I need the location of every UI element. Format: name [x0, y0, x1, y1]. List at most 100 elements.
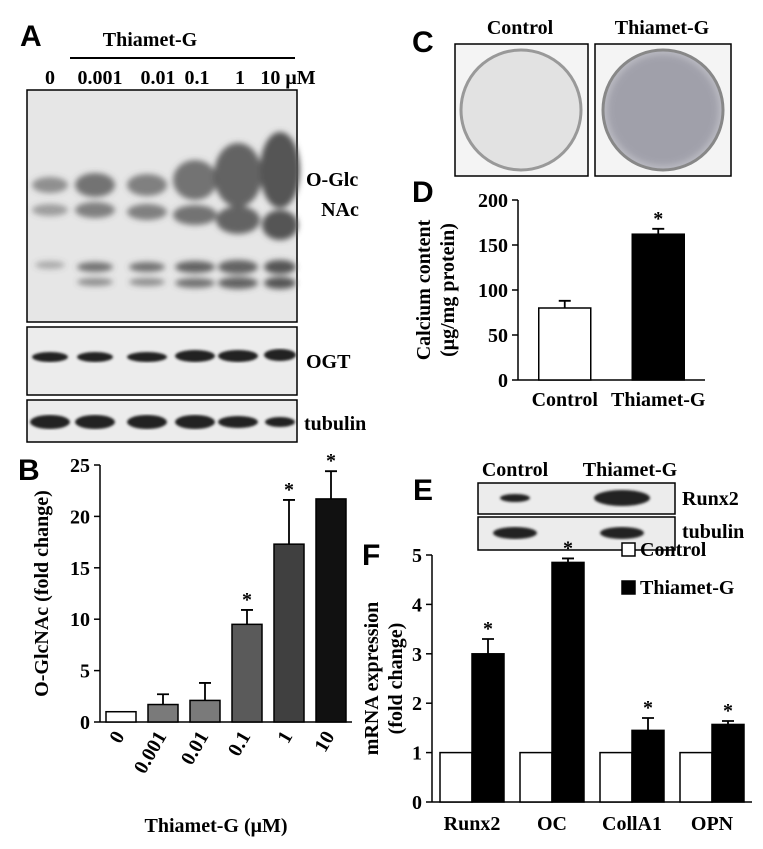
significance: * — [284, 479, 294, 501]
concentration: 0.001 — [78, 67, 123, 89]
y-tick-label: 0 — [80, 712, 90, 734]
treatment-label: Thiamet-G — [103, 29, 198, 51]
panel-letter: E — [413, 474, 433, 507]
y-tick-label: 25 — [70, 455, 90, 477]
y-tick-label: 10 — [70, 609, 90, 631]
concentration: 0 — [45, 67, 55, 89]
error-bar — [283, 499, 295, 545]
bar — [679, 751, 713, 803]
legend-swatch — [621, 542, 636, 557]
bar — [538, 307, 592, 381]
x-tick-label: 0 — [105, 728, 129, 748]
y-tick-label: 15 — [70, 558, 90, 580]
significance: * — [723, 700, 733, 722]
y-axis-label: O-GlcNAc (fold change) — [31, 490, 53, 697]
x-tick-label: Runx2 — [444, 813, 501, 835]
error-bar — [642, 717, 654, 731]
x-tick-label: 10 — [310, 728, 339, 756]
bar — [551, 561, 585, 803]
panel-letter: C — [412, 26, 434, 59]
blot-label: Runx2 — [682, 488, 739, 510]
blot-label: NAc — [321, 199, 359, 221]
blot-column: Thiamet-G — [583, 459, 678, 481]
significance: * — [643, 697, 653, 719]
panel-letter: D — [412, 176, 434, 209]
y-tick-label: 2 — [412, 693, 422, 715]
y-tick-label: 200 — [478, 190, 508, 212]
error-bar — [558, 299, 571, 308]
bar — [711, 723, 745, 803]
y-tick-label: 50 — [488, 325, 508, 347]
blot-tubulin — [477, 516, 676, 551]
blot-label: tubulin — [682, 521, 744, 543]
bar — [189, 699, 221, 723]
significance: * — [563, 537, 573, 559]
blot-ogt — [26, 326, 298, 396]
y-tick-label: 5 — [412, 545, 422, 567]
concentration: 0.01 — [141, 67, 176, 89]
y-tick-label: 4 — [412, 594, 422, 616]
y-axis-label: mRNA expression — [361, 602, 383, 756]
concentration: 0.1 — [185, 67, 210, 89]
significance: * — [242, 589, 252, 611]
x-tick-label: 0.1 — [224, 728, 256, 761]
blot-tubulin — [26, 399, 298, 443]
concentration: 1 — [235, 67, 245, 89]
y-tick-label: 150 — [478, 235, 508, 257]
error-bar — [652, 227, 665, 235]
x-tick-label: OPN — [691, 813, 734, 835]
error-bar — [325, 470, 337, 499]
x-tick-label: 0.01 — [177, 728, 214, 769]
bar — [147, 703, 179, 723]
y-tick-label: 3 — [412, 644, 422, 666]
concentration: 10 μM — [260, 67, 315, 89]
bar — [471, 653, 505, 803]
blot-runx2 — [477, 482, 676, 515]
x-tick-label: Control — [532, 389, 599, 411]
y-tick-label: 20 — [70, 506, 90, 528]
well-label: Control — [487, 17, 554, 39]
legend-label: Thiamet-G — [640, 577, 735, 599]
error-bar — [199, 682, 211, 701]
well-image — [454, 43, 589, 177]
significance: * — [483, 618, 493, 640]
x-tick-label: 1 — [273, 728, 297, 748]
panel-letter: B — [18, 454, 40, 487]
x-tick-label: CollA1 — [602, 813, 662, 835]
bar — [599, 751, 633, 803]
significance: * — [653, 208, 663, 230]
error-bar — [157, 693, 169, 705]
bar — [631, 233, 685, 381]
y-tick-label: 0 — [412, 792, 422, 814]
y-tick-label: 5 — [80, 661, 90, 683]
bar — [105, 710, 137, 723]
x-tick-label: 0.001 — [130, 728, 172, 778]
x-axis-label: Thiamet-G (μM) — [145, 815, 288, 837]
x-tick-label: Thiamet-G — [611, 389, 706, 411]
blot-label: tubulin — [304, 413, 366, 435]
significance: * — [326, 450, 336, 472]
y-axis-label: (fold change) — [385, 623, 407, 735]
y-tick-label: 0 — [498, 370, 508, 392]
panel-letter: F — [362, 539, 380, 572]
bar — [231, 623, 263, 723]
well-image — [594, 43, 732, 177]
well-label: Thiamet-G — [615, 17, 710, 39]
y-axis-label: Calcium content — [413, 219, 435, 360]
blot-column: Control — [482, 459, 549, 481]
x-tick-label: OC — [537, 813, 567, 835]
bar — [519, 751, 553, 803]
blot-label: O-Glc — [306, 169, 358, 191]
bar — [273, 543, 305, 723]
blot-main — [26, 89, 300, 323]
y-axis-label: (μg/mg protein) — [437, 223, 459, 357]
legend-swatch — [621, 580, 636, 595]
error-bar — [482, 638, 494, 654]
y-tick-label: 100 — [478, 280, 508, 302]
bar — [439, 751, 473, 803]
bar — [315, 498, 347, 723]
bar — [631, 729, 665, 803]
legend-label: Control — [640, 539, 707, 561]
error-bar — [241, 609, 253, 625]
